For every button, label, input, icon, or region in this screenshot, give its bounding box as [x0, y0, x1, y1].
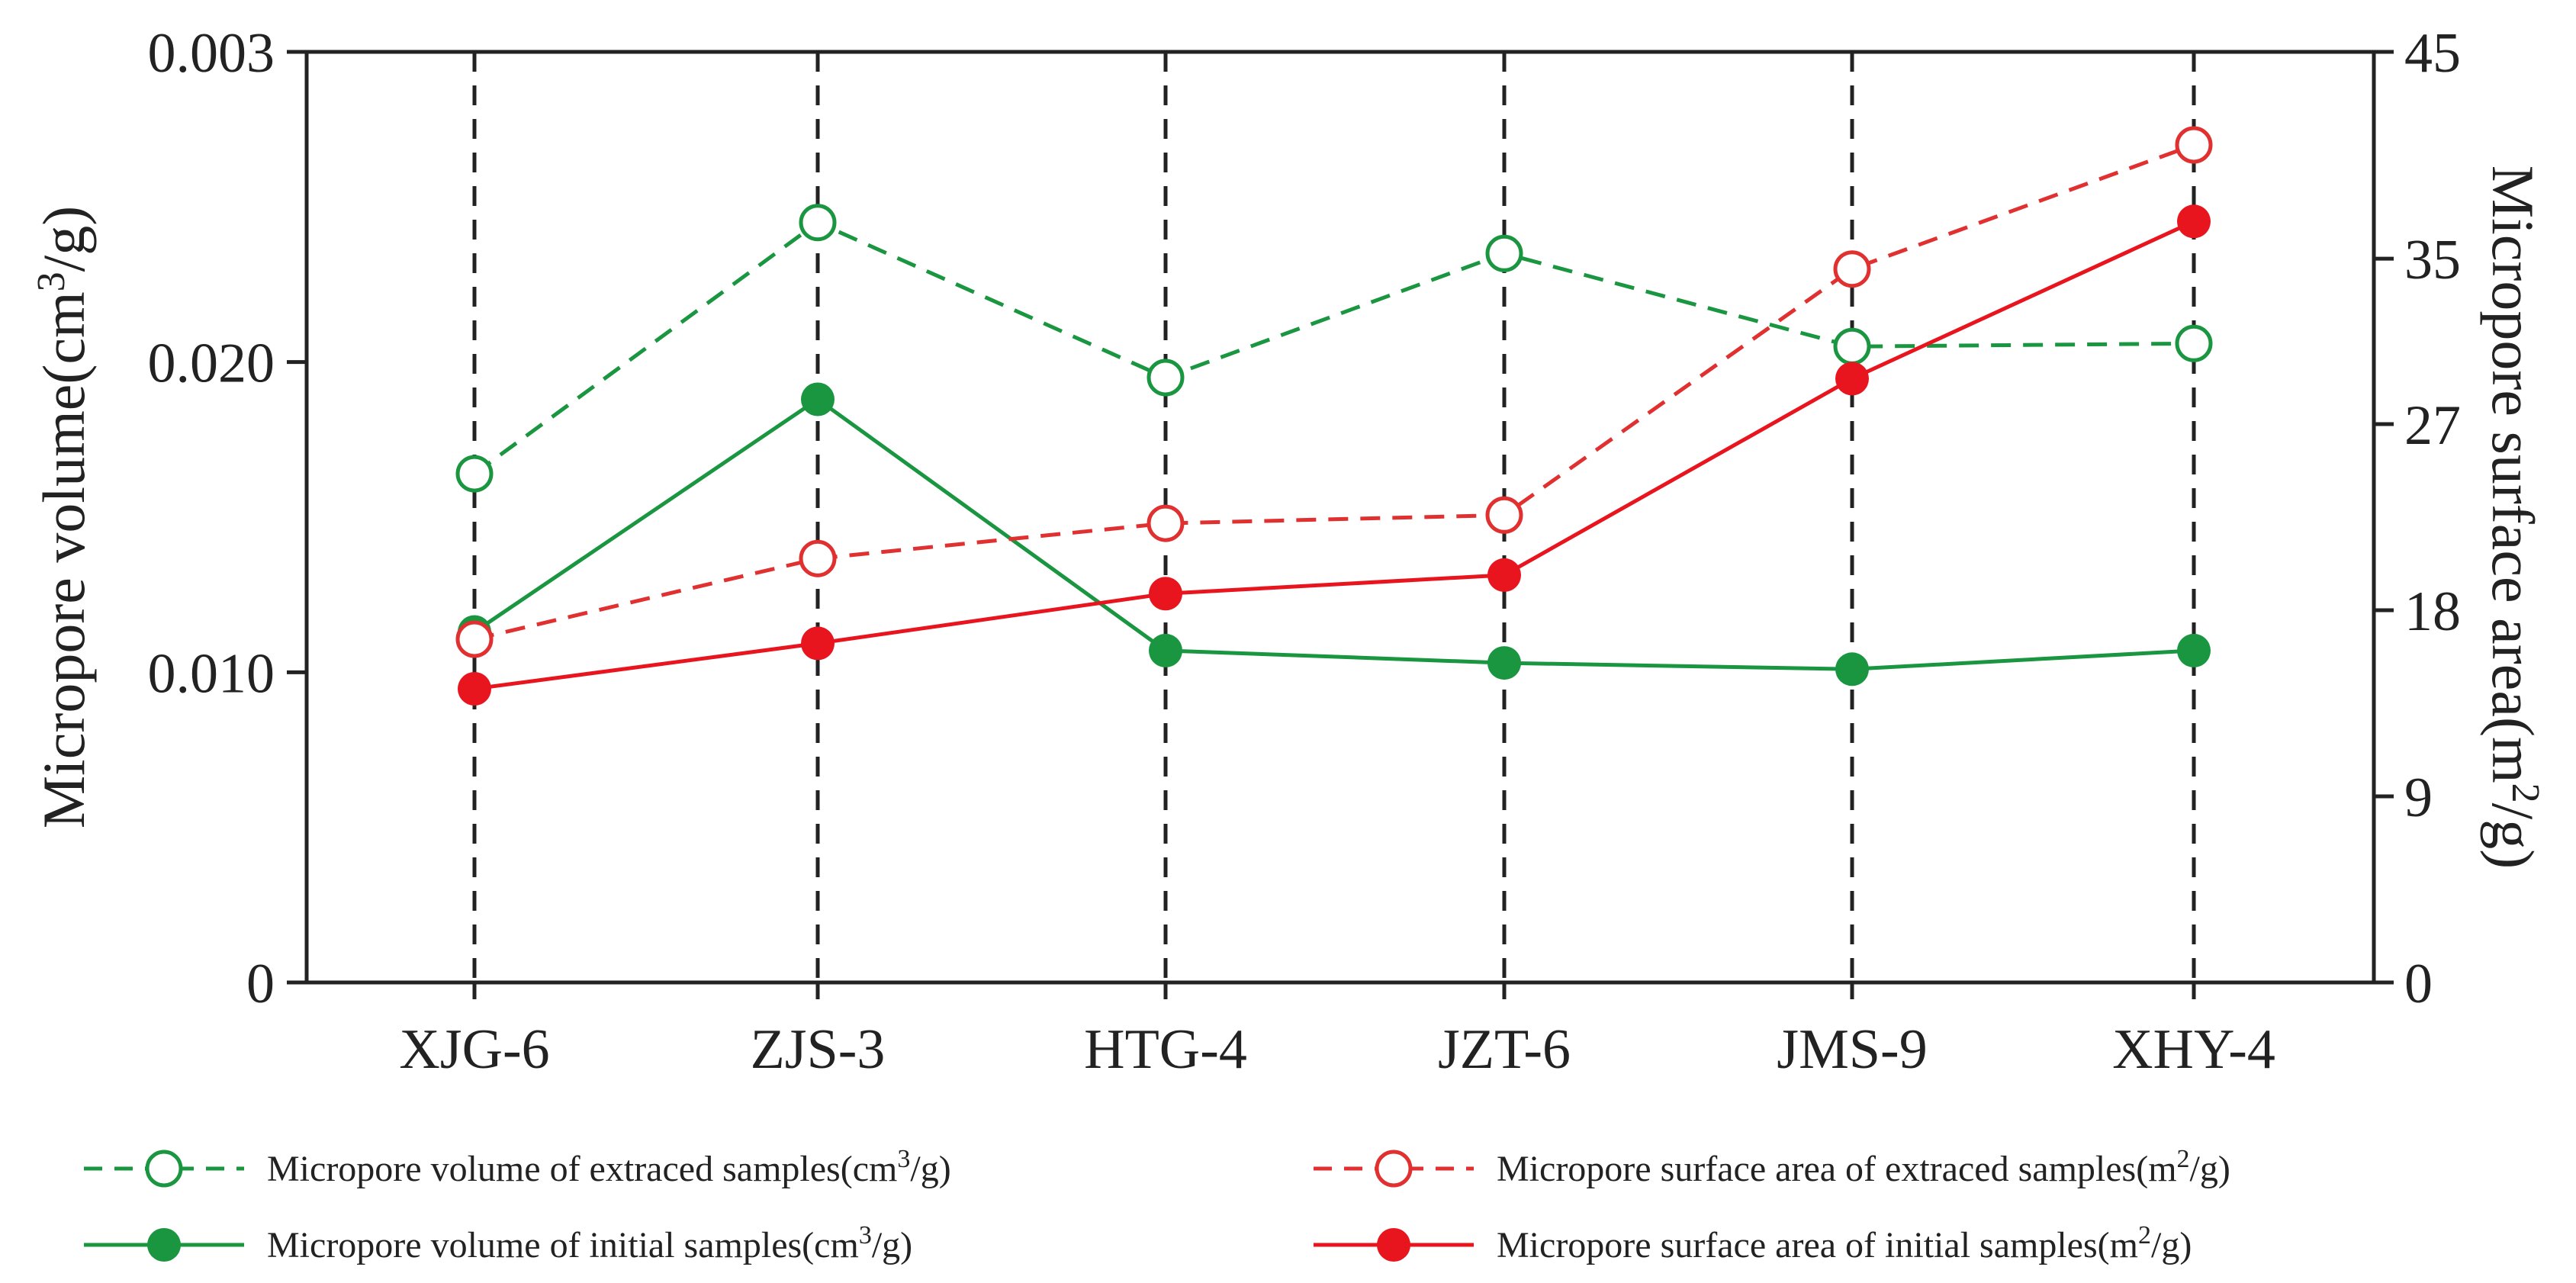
right-tick-label: 35	[2404, 229, 2461, 291]
left-axis-title: Micropore volume(cm3/g)	[30, 206, 97, 829]
legend-label: Micropore volume of extraced samples(cm3…	[267, 1145, 951, 1189]
data-point	[2177, 204, 2211, 239]
data-point	[1487, 646, 1521, 680]
x-tick-label: ZJS-3	[751, 1018, 886, 1081]
data-point	[801, 382, 835, 416]
legend-marker	[1375, 1150, 1413, 1188]
data-point	[1146, 359, 1185, 397]
data-point	[458, 672, 491, 706]
category-guides	[472, 52, 2196, 999]
right-tick-label: 0	[2404, 953, 2433, 1015]
series-3	[455, 126, 2213, 658]
x-tick-label: HTG-4	[1084, 1018, 1247, 1081]
legend-item: Micropore surface area of extraced sampl…	[1314, 1145, 2230, 1189]
series-layer	[455, 126, 2213, 706]
right-axis-ticks: 45 35 27 18 9 0	[2374, 22, 2461, 1015]
data-point	[2177, 633, 2211, 667]
data-point	[799, 539, 837, 577]
data-point	[1149, 577, 1182, 611]
x-tick-label: XJG-6	[399, 1018, 549, 1081]
data-point	[799, 204, 837, 242]
data-point	[1149, 633, 1182, 667]
right-tick-label: 9	[2404, 767, 2433, 829]
left-tick-label: 0.003	[148, 22, 275, 85]
legend: Micropore volume of extraced samples(cm3…	[84, 1145, 2230, 1265]
left-tick-label: 0	[246, 953, 275, 1015]
x-tick-labels: XJG-6 ZJS-3 HTG-4 JZT-6 JMS-9 XHY-4	[399, 1018, 2275, 1081]
legend-item: Micropore volume of extraced samples(cm3…	[84, 1145, 951, 1189]
series-4	[458, 204, 2211, 706]
series-line	[473, 220, 2195, 476]
x-tick-label: XHY-4	[2112, 1018, 2275, 1081]
series-line	[474, 220, 2195, 691]
legend-marker	[147, 1228, 181, 1262]
left-axis-ticks: 0.003 0.020 0.010 0	[148, 22, 307, 1015]
legend-label: Micropore volume of initial samples(cm3/…	[267, 1221, 912, 1265]
right-axis-title: Micropore surface area(m2/g)	[2480, 166, 2547, 870]
series-1	[455, 204, 2213, 493]
series-line	[473, 397, 2195, 671]
data-point	[1833, 327, 1871, 365]
data-point	[2175, 126, 2213, 164]
legend-label: Micropore surface area of initial sample…	[1497, 1221, 2192, 1265]
left-tick-label: 0.020	[148, 333, 275, 395]
data-point	[1485, 234, 1523, 272]
legend-marker	[1377, 1228, 1410, 1262]
data-point	[2175, 324, 2213, 362]
legend-item: Micropore surface area of initial sample…	[1314, 1221, 2192, 1265]
data-point	[801, 626, 835, 661]
data-point	[1835, 652, 1869, 687]
right-tick-label: 27	[2404, 394, 2461, 457]
data-point	[1833, 250, 1871, 288]
data-point	[1487, 558, 1521, 592]
legend-item: Micropore volume of initial samples(cm3/…	[84, 1221, 912, 1265]
x-tick-label: JMS-9	[1777, 1018, 1927, 1081]
series-line	[474, 143, 2195, 642]
legend-marker	[145, 1150, 183, 1188]
right-tick-label: 18	[2404, 580, 2461, 643]
data-point	[1485, 496, 1523, 534]
right-tick-label: 45	[2404, 22, 2461, 85]
data-point	[1146, 504, 1185, 542]
x-tick-label: JZT-6	[1438, 1018, 1571, 1081]
data-point	[455, 455, 494, 493]
plot-frame	[304, 50, 2376, 985]
series-2	[458, 382, 2211, 687]
data-point	[455, 620, 494, 658]
data-point	[1835, 362, 1869, 396]
left-tick-label: 0.010	[148, 642, 275, 705]
legend-label: Micropore surface area of extraced sampl…	[1497, 1145, 2230, 1189]
